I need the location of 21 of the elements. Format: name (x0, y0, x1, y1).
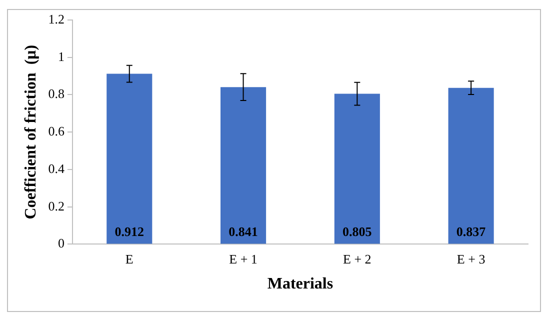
x-tick-label: E + 1 (229, 251, 258, 266)
bar (448, 88, 494, 244)
y-tick-label: 1 (58, 48, 64, 64)
y-tick-label: 0.4 (48, 160, 65, 176)
data-label: 0.841 (228, 224, 258, 240)
bar (106, 74, 152, 244)
x-axis-title: Materials (267, 276, 334, 293)
bar (334, 94, 380, 244)
y-tick-label: 1.2 (48, 11, 64, 26)
y-tick-label: 0.2 (48, 198, 64, 214)
x-tick-label: E (125, 251, 134, 266)
x-tick-label: E + 3 (456, 251, 486, 266)
bar (220, 87, 266, 244)
data-label: 0.837 (456, 224, 486, 240)
data-label: 0.805 (342, 224, 372, 240)
x-tick-label: E + 2 (343, 251, 372, 266)
y-tick-label: 0 (58, 236, 64, 251)
y-tick-label: 0.8 (48, 86, 64, 102)
data-label: 0.912 (114, 224, 144, 240)
y-tick-label: 0.6 (48, 124, 65, 139)
y-axis-title: Coefficient of friction (μ) (22, 44, 40, 220)
